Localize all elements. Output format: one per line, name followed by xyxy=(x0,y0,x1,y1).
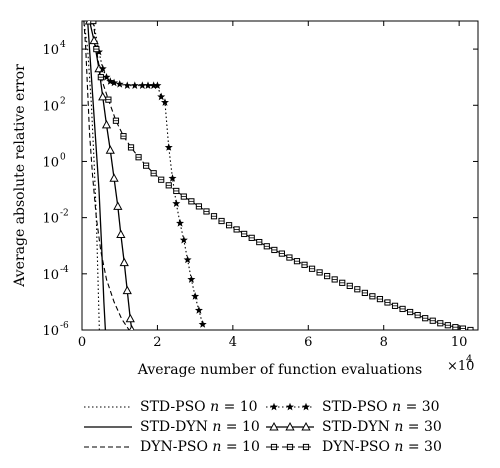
y-tick-exponent: -4 xyxy=(60,265,69,275)
legend-marker xyxy=(270,402,278,411)
y-tick-label: 10 xyxy=(42,324,59,339)
data-point-std-pso-n-30 xyxy=(110,78,119,87)
data-point-std-pso-n-30 xyxy=(123,81,132,90)
data-point-std-pso-n-30 xyxy=(138,81,147,90)
data-point-std-pso-n-30 xyxy=(130,81,139,90)
y-tick-exponent: -2 xyxy=(60,209,69,219)
data-point-std-pso-n-30 xyxy=(191,292,200,300)
legend-item-std-pso-n-10: STD-PSO n = 10 xyxy=(84,399,258,415)
y-tick-label: 10 xyxy=(42,99,59,114)
legend-item-dyn-pso-n-30: DYN-PSO n = 30 xyxy=(266,439,442,455)
data-point-std-dyn-n-30 xyxy=(89,35,99,45)
x-axis-label: Average number of function evaluations xyxy=(137,362,422,378)
legend: STD-PSO n = 10 STD-PSO n = 30 STD-DYN n = … xyxy=(84,399,442,455)
legend-label: STD-PSO n = 30 xyxy=(322,399,440,415)
y-tick-label: 10 xyxy=(42,43,59,58)
data-point-std-pso-n-30 xyxy=(98,64,107,73)
data-point-std-pso-n-30 xyxy=(198,320,207,328)
data-point-std-dyn-n-30 xyxy=(116,229,126,238)
legend-marker xyxy=(285,421,295,431)
data-point-std-pso-n-30 xyxy=(106,77,115,85)
legend-marker xyxy=(301,421,311,431)
legend-item-std-dyn-n-10: STD-DYN n = 10 xyxy=(84,419,260,435)
data-point-std-pso-n-30 xyxy=(102,72,111,81)
data-point-std-dyn-n-30 xyxy=(122,285,132,295)
legend-label: DYN-PSO n = 10 xyxy=(140,439,260,455)
data-point-std-dyn-n-30 xyxy=(125,313,135,323)
legend-label: DYN-PSO n = 30 xyxy=(322,439,442,455)
legend-label: STD-DYN n = 30 xyxy=(322,419,442,435)
series-line-std-pso-n-30 xyxy=(92,21,204,325)
y-tick-label: 10 xyxy=(42,212,59,227)
legend-marker xyxy=(269,421,279,431)
series-layer xyxy=(83,21,471,330)
data-point-std-pso-n-30 xyxy=(187,275,196,283)
data-point-std-pso-n-30 xyxy=(164,143,173,151)
data-point-std-pso-n-30 xyxy=(144,81,152,90)
legend-item-std-pso-n-30: STD-PSO n = 30 xyxy=(266,399,440,415)
series-line-std-dyn-n-10 xyxy=(87,21,107,330)
x-tick-label: 0 xyxy=(78,335,86,350)
data-point-dyn-pso-n-30 xyxy=(90,21,97,25)
data-point-std-dyn-n-30 xyxy=(101,119,112,129)
data-point-std-pso-n-30 xyxy=(157,92,166,101)
legend-item-dyn-pso-n-10: DYN-PSO n = 10 xyxy=(84,439,260,455)
data-point-std-pso-n-30 xyxy=(176,219,185,227)
x-axis-multiplier-base: ×10 xyxy=(447,359,474,374)
series-line-std-dyn-n-30 xyxy=(88,21,133,330)
data-point-std-dyn-n-30 xyxy=(105,145,115,154)
data-point-std-pso-n-30 xyxy=(168,174,177,182)
x-tick-label: 8 xyxy=(380,335,388,350)
data-point-std-pso-n-30 xyxy=(115,80,124,88)
data-point-std-dyn-n-30 xyxy=(119,257,129,267)
x-tick-label: 2 xyxy=(153,335,161,350)
data-point-std-pso-n-30 xyxy=(194,306,203,314)
markers-layer xyxy=(84,21,474,330)
legend-marker xyxy=(286,402,294,411)
legend-marker xyxy=(302,402,310,411)
data-point-std-pso-n-30 xyxy=(149,81,158,90)
data-point-std-dyn-n-30 xyxy=(109,173,119,182)
x-axis-multiplier-exponent: 4 xyxy=(466,354,472,365)
plot-frame xyxy=(81,20,479,331)
series-line-std-pso-n-10 xyxy=(83,21,100,330)
y-tick-exponent: 2 xyxy=(60,96,66,106)
data-point-std-dyn-n-30 xyxy=(113,201,123,210)
legend-label: STD-DYN n = 10 xyxy=(140,419,260,435)
legend-item-std-dyn-n-30: STD-DYN n = 30 xyxy=(266,419,442,435)
x-axis-multiplier: ×10 4 xyxy=(447,354,474,374)
series-line-dyn-pso-n-30 xyxy=(92,21,471,330)
data-point-std-pso-n-30 xyxy=(172,199,181,207)
series-line-dyn-pso-n-10 xyxy=(83,21,130,330)
y-tick-exponent: -6 xyxy=(60,321,69,331)
x-tick-label: 6 xyxy=(304,335,312,350)
data-point-std-dyn-n-30 xyxy=(129,324,135,330)
data-point-std-dyn-n-30 xyxy=(98,91,108,101)
data-point-std-pso-n-30 xyxy=(160,98,169,106)
data-point-std-pso-n-30 xyxy=(153,81,162,90)
y-tick-label: 10 xyxy=(42,155,59,170)
x-tick-label: 10 xyxy=(451,335,468,350)
y-axis-label: Average absolute relative error xyxy=(12,64,28,288)
data-point-std-pso-n-30 xyxy=(183,255,192,264)
y-tick-label: 10 xyxy=(42,268,59,283)
legend-label: STD-PSO n = 10 xyxy=(140,399,258,415)
y-tick-exponent: 0 xyxy=(60,152,66,162)
data-point-std-pso-n-30 xyxy=(179,235,188,244)
x-tick-label: 4 xyxy=(229,335,237,350)
y-tick-exponent: 4 xyxy=(60,40,66,50)
